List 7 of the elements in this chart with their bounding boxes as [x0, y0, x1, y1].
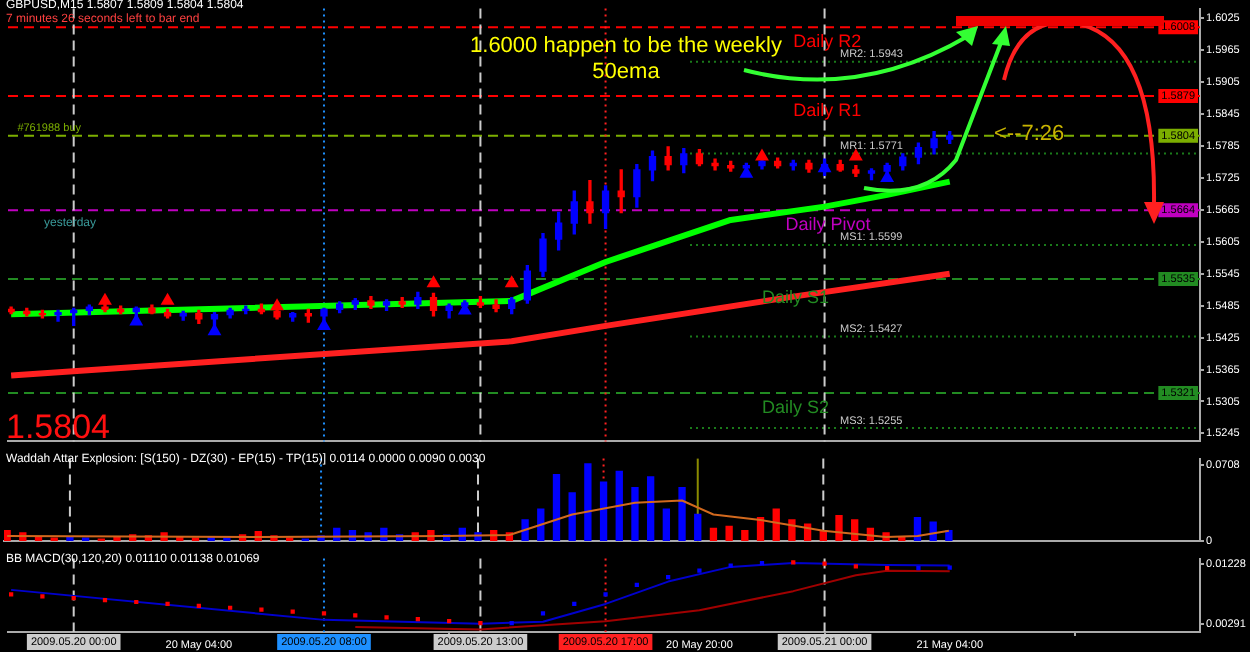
annotation: 1.5804 — [6, 408, 110, 448]
annotation: Daily Pivot — [785, 214, 872, 235]
annotation: 1.6000 happen to be the weekly 50ema — [468, 34, 784, 85]
annotation: Daily R1 — [793, 99, 862, 120]
annotation: Daily R2 — [793, 31, 862, 52]
annotation: <--7:26 — [994, 122, 1065, 148]
annotation: Daily S2 — [761, 396, 830, 417]
